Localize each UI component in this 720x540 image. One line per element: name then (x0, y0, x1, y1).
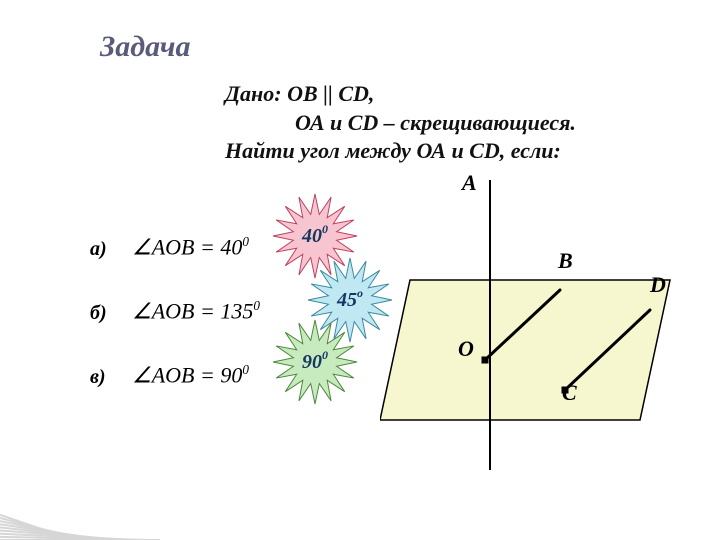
title-text: Задача (100, 30, 191, 63)
answer-burst-v: 900 (269, 316, 361, 408)
item-a-label: а) (90, 238, 107, 261)
svg-text:D: D (649, 272, 666, 297)
svg-text:A: A (460, 170, 477, 195)
svg-text:O: O (458, 336, 474, 361)
corner-stripes (0, 460, 160, 540)
svg-text:B: B (557, 248, 573, 273)
svg-text:C: C (562, 380, 577, 405)
item-b-label: б) (90, 302, 107, 325)
given-line1: Дано: ОВ || СD, (225, 80, 576, 109)
given-block: Дано: ОВ || СD, ОА и СD – скрещивающиеся… (225, 80, 576, 166)
diagram-svg: A B D O C (380, 170, 700, 480)
geometry-diagram: A B D O C (380, 170, 700, 480)
item-v-eq: ∠AOB = 900 (132, 362, 249, 388)
page-title: Задача (100, 30, 191, 64)
given-line3: Найти угол между ОА и СD, если: (225, 137, 576, 166)
item-b-eq: ∠AOB = 1350 (132, 298, 260, 324)
given-line2: ОА и СD – скрещивающиеся. (225, 109, 576, 138)
item-v-label: в) (90, 366, 106, 389)
item-a-eq: ∠AOB = 400 (132, 234, 249, 260)
